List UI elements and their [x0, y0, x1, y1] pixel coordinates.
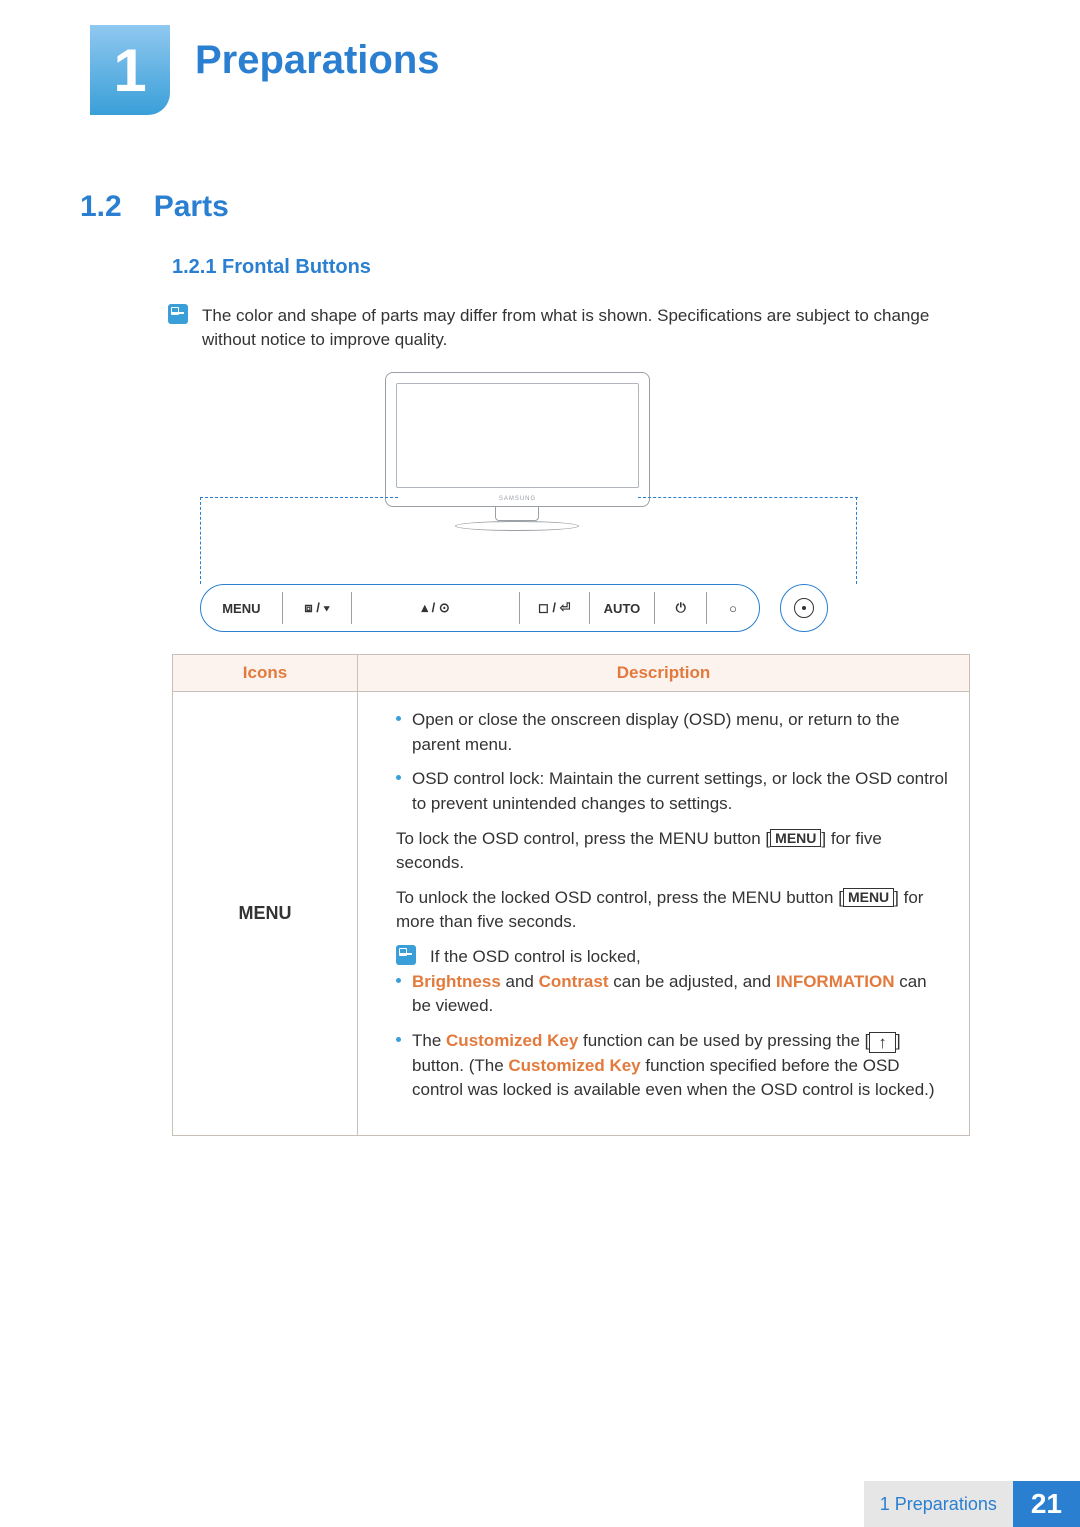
button-bar-cell: ○ [707, 592, 759, 624]
button-bar-cell: ⏻ [655, 592, 707, 624]
table-header-description: Description [358, 655, 969, 691]
power-led-icon [794, 598, 814, 618]
text: function can be used by pressing the [ [578, 1031, 869, 1050]
table-header-icons: Icons [173, 655, 358, 691]
text: The [412, 1031, 446, 1050]
footer-page-number: 21 [1013, 1481, 1080, 1527]
menu-button-label: MENU [770, 829, 821, 848]
button-bar: MENU⧈ / ▾▴ / ⊙◻ / ⏎AUTO⏻○ [200, 584, 760, 632]
text: can be adjusted, and [609, 972, 776, 991]
callout-line [200, 497, 398, 498]
callout-line [856, 497, 857, 584]
monitor-diagram: SAMSUNG MENU⧈ / ▾▴ / ⊙◻ / ⏎AUTO⏻○ [200, 372, 900, 642]
page-footer: 1 Preparations 21 [0, 1481, 1080, 1527]
table-row: MENU Open or close the onscreen display … [173, 692, 969, 1135]
note-text: The color and shape of parts may differ … [202, 304, 970, 352]
chapter-badge: 1 [90, 25, 170, 115]
monitor-screen [396, 383, 639, 488]
callout-line [200, 497, 201, 584]
up-arrow-glyph: ↑ [878, 1033, 887, 1052]
list-item: Open or close the onscreen display (OSD)… [396, 708, 949, 757]
footer-chapter-label: 1 Preparations [864, 1481, 1013, 1527]
highlight: Customized Key [508, 1056, 640, 1075]
up-arrow-icon: ↑ [869, 1032, 896, 1053]
list-item: Brightness and Contrast can be adjusted,… [396, 970, 949, 1019]
desc-bullets: Open or close the onscreen display (OSD)… [378, 708, 949, 817]
button-bar-cell: AUTO [590, 592, 656, 624]
monitor-stand [495, 507, 539, 521]
sub-note: If the OSD control is locked, [378, 945, 949, 970]
menu-button-label: MENU [843, 888, 894, 907]
table-header-row: Icons Description [173, 655, 969, 692]
text: and [501, 972, 539, 991]
button-bar-cell: MENU [201, 592, 283, 624]
highlight: Customized Key [446, 1031, 578, 1050]
power-led-dot [802, 606, 806, 610]
monitor-brand: SAMSUNG [386, 496, 649, 502]
text: To unlock the locked OSD control, press … [396, 888, 843, 907]
sub-note-text: If the OSD control is locked, [430, 945, 641, 970]
note-icon [396, 945, 416, 965]
list-item: OSD control lock: Maintain the current s… [396, 767, 949, 816]
section-number: 1.2 [80, 190, 122, 224]
power-led-ring [780, 584, 828, 632]
list-item: The Customized Key function can be used … [396, 1029, 949, 1103]
text: To lock the OSD control, press the MENU … [396, 829, 770, 848]
section-heading: 1.2 Parts [80, 190, 229, 224]
monitor-body: SAMSUNG [385, 372, 650, 507]
note-row: The color and shape of parts may differ … [168, 304, 970, 352]
highlight: Brightness [412, 972, 501, 991]
subsection-heading: 1.2.1 Frontal Buttons [172, 256, 371, 279]
highlight: INFORMATION [776, 972, 895, 991]
highlight: Contrast [539, 972, 609, 991]
button-bar-cell: ⧈ / ▾ [283, 592, 353, 624]
section-title: Parts [154, 190, 229, 224]
desc-paragraph: To lock the OSD control, press the MENU … [378, 827, 949, 876]
monitor-base [455, 521, 579, 531]
callout-line [638, 497, 858, 498]
sub-bullets: Brightness and Contrast can be adjusted,… [378, 970, 949, 1103]
button-bar-cell: ▴ / ⊙ [352, 592, 519, 624]
table-desc-cell: Open or close the onscreen display (OSD)… [358, 692, 969, 1135]
table-icon-cell: MENU [173, 692, 358, 1135]
chapter-title: Preparations [195, 38, 440, 83]
note-icon [168, 304, 188, 324]
chapter-number: 1 [113, 36, 146, 105]
description-table: Icons Description MENU Open or close the… [172, 654, 970, 1136]
button-bar-cell: ◻ / ⏎ [520, 592, 590, 624]
desc-paragraph: To unlock the locked OSD control, press … [378, 886, 949, 935]
